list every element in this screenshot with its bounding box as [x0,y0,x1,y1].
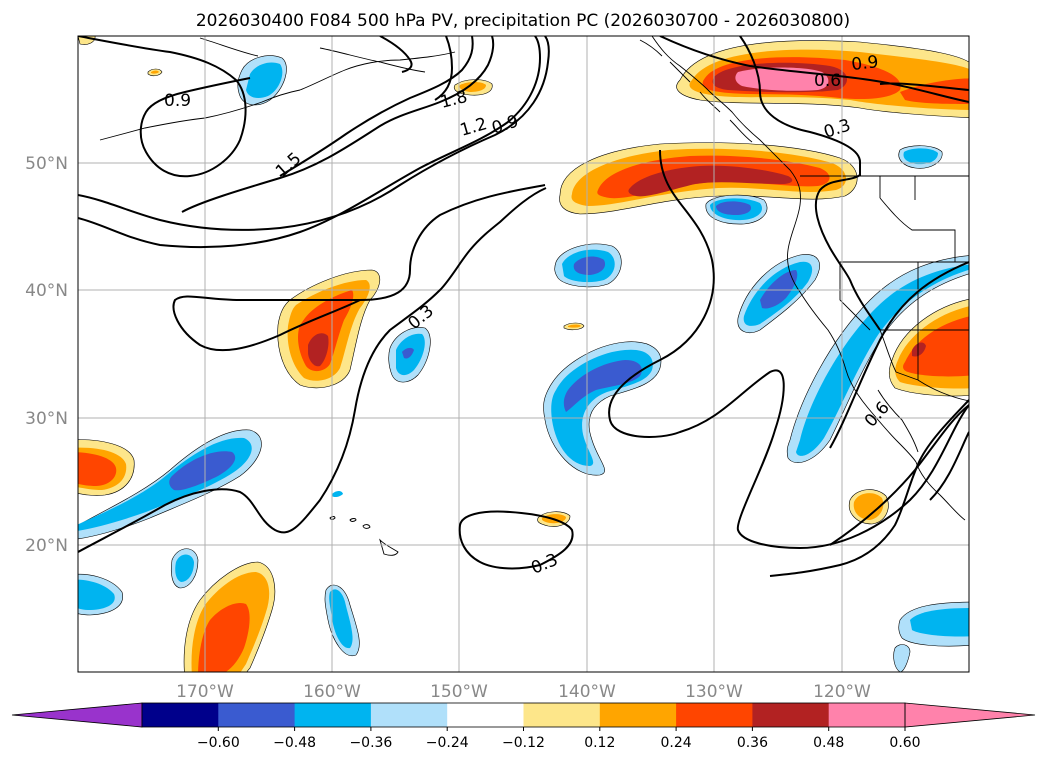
contour-label: 0.9 [164,91,191,111]
lon-tick-label: 130°W [685,682,743,702]
lon-tick-label: 140°W [558,682,616,702]
positive-spot-4b [151,70,159,74]
lat-tick-labels: 50°N 40°N 30°N 20°N [25,154,68,556]
colorbar-tick-label: −0.36 [349,735,392,751]
colorbar-extend-min [11,702,143,728]
positive-anomaly-167w [183,561,276,672]
coastlines [99,36,969,556]
colorbar-tick-label: −0.48 [273,735,316,751]
gridlines [78,36,969,672]
colorbar-tick-label: −0.12 [502,735,545,751]
colorbar-segment [142,703,219,727]
colorbar-tick-label: 0.24 [661,735,692,751]
map-title: 2026030400 F084 500 hPa PV, precipitatio… [196,11,850,31]
positive-anomaly-alaska [676,40,969,119]
colorbar-tick-label: 0.48 [813,735,844,751]
contour-label: 0.6 [814,71,841,91]
lon-tick-label: 150°W [430,682,488,702]
lon-tick-label: 170°W [176,682,234,702]
lat-tick-label: 50°N [25,154,68,174]
lon-tick-label: 120°W [813,682,871,702]
lat-tick-label: 30°N [25,409,68,429]
colorbar: −0.60 −0.48 −0.36 −0.24 −0.12 0.12 0.24 0.36 0.4… [11,702,1036,751]
map-panel: 0.9 1.8 1.5 1.2 0.9 0.9 0.6 0.3 0.3 0.3 … [78,36,969,672]
colorbar-tick-label: 0.36 [737,735,768,751]
colorbar-extend-max [904,702,1036,728]
lat-tick-label: 40°N [25,281,68,301]
colorbar-segment [752,703,830,727]
negative-anomaly-131w [705,194,768,225]
negative-anomaly-misc [78,55,431,657]
colorbar-segment [294,703,372,727]
negative-anomaly-170w [78,429,262,540]
precip-shading [78,36,969,672]
colorbar-segment [828,703,906,727]
negative-anomaly-139w [543,341,662,476]
colorbar-segment [218,703,296,727]
positive-anomaly-swus [889,299,969,397]
negative-anomaly-125w [737,254,820,333]
colorbar-tick-label: −0.60 [197,735,240,751]
map-frame [77,35,970,673]
negative-anomaly-141w [554,243,622,288]
colorbar-segment [676,703,753,727]
colorbar-segment [523,703,601,727]
positive-anomaly-118w [848,489,889,525]
colorbar-tick-label: 0.12 [584,735,615,751]
positive-anomaly-west [78,439,135,496]
colorbar-segment [370,703,448,727]
lat-tick-label: 20°N [25,536,68,556]
lon-tick-labels: 170°W 160°W 150°W 140°W 130°W 120°W [176,682,871,702]
pv-contours [78,36,969,577]
colorbar-tick-label: 0.60 [889,735,920,751]
colorbar-tick-label: −0.24 [426,735,469,751]
positive-spot-3b [568,324,581,328]
lon-tick-label: 160°W [303,682,361,702]
contour-label: 0.9 [850,52,879,75]
colorbar-segment [599,703,677,727]
colorbar-segment [447,703,524,727]
